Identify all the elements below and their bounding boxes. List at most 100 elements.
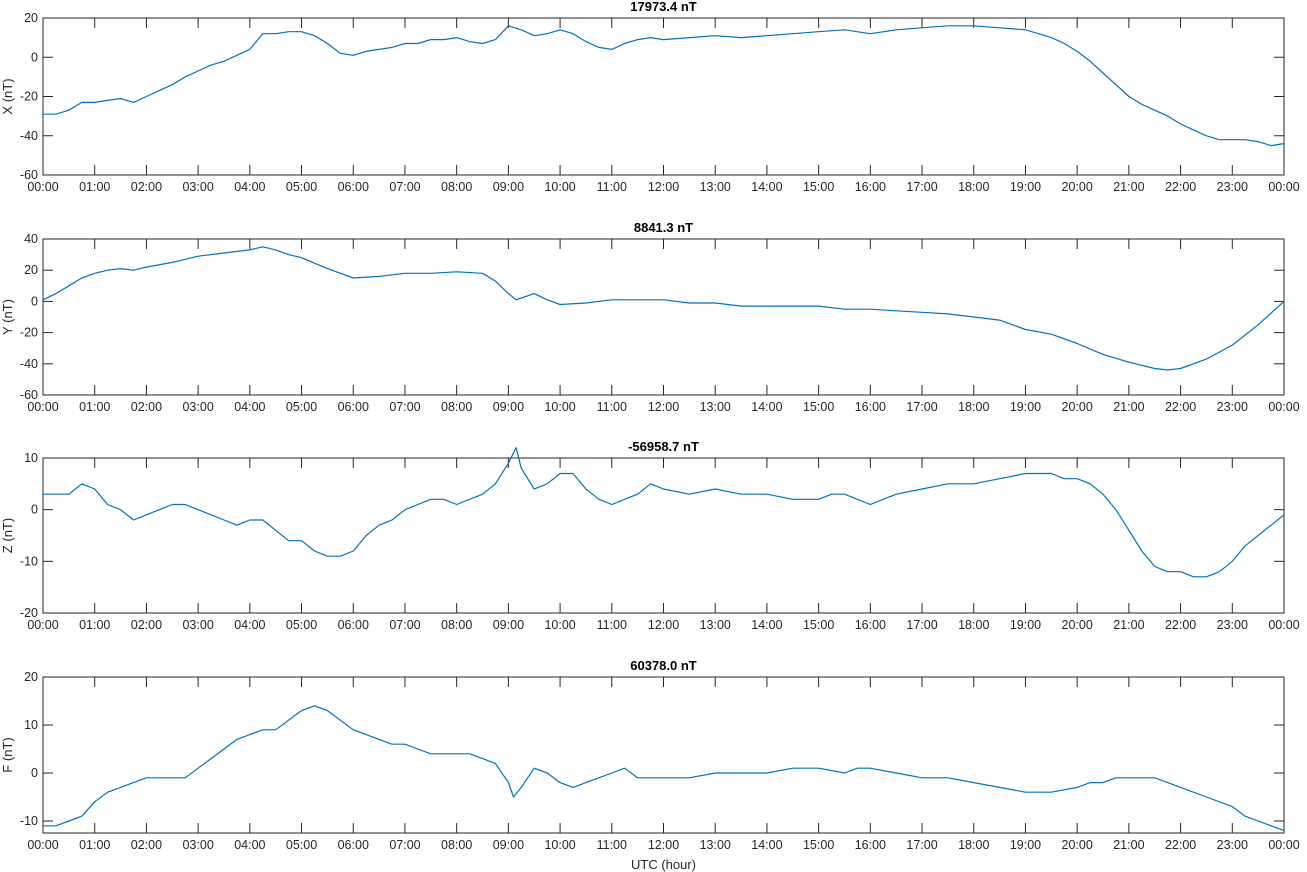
x-tick-label-f: 09:00 bbox=[493, 838, 524, 852]
x-tick-label-z: 18:00 bbox=[958, 618, 989, 632]
x-tick-label-f: 21:00 bbox=[1113, 838, 1144, 852]
x-tick-label-f: 10:00 bbox=[544, 838, 575, 852]
x-tick-label-y: 18:00 bbox=[958, 400, 989, 414]
y-axis-title-y: Y (nT) bbox=[0, 299, 15, 335]
x-tick-label-x: 04:00 bbox=[234, 180, 265, 194]
x-tick-label-z: 07:00 bbox=[389, 618, 420, 632]
x-tick-label-z: 12:00 bbox=[648, 618, 679, 632]
x-tick-label-z: 08:00 bbox=[441, 618, 472, 632]
x-tick-label-z: 00:00 bbox=[27, 618, 58, 632]
x-tick-label-y: 07:00 bbox=[389, 400, 420, 414]
x-tick-label-z: 17:00 bbox=[906, 618, 937, 632]
x-tick-label-z: 09:00 bbox=[493, 618, 524, 632]
axes-box-z bbox=[42, 457, 1285, 614]
x-tick-label-y: 06:00 bbox=[338, 400, 369, 414]
x-tick-label-z: 06:00 bbox=[338, 618, 369, 632]
x-tick-label-x: 00:00 bbox=[1268, 180, 1299, 194]
x-tick-label-z: 21:00 bbox=[1113, 618, 1144, 632]
x-axis-title-f: UTC (hour) bbox=[631, 857, 696, 872]
y-tick-label-y: 0 bbox=[31, 294, 38, 308]
y-tick-label-z: -20 bbox=[20, 606, 38, 620]
y-tick-label-x: -40 bbox=[20, 129, 38, 143]
x-tick-label-f: 16:00 bbox=[855, 838, 886, 852]
y-tick-label-f: -10 bbox=[20, 814, 38, 828]
x-tick-label-x: 19:00 bbox=[1010, 180, 1041, 194]
y-tick-label-x: -60 bbox=[20, 168, 38, 182]
x-tick-label-f: 00:00 bbox=[27, 838, 58, 852]
x-tick-label-z: 20:00 bbox=[1062, 618, 1093, 632]
y-tick-label-f: 10 bbox=[24, 718, 38, 732]
panel-title-y: 8841.3 nT bbox=[634, 220, 693, 235]
x-tick-label-y: 16:00 bbox=[855, 400, 886, 414]
x-tick-label-x: 11:00 bbox=[597, 180, 627, 194]
x-tick-label-f: 11:00 bbox=[597, 838, 627, 852]
x-tick-label-f: 08:00 bbox=[441, 838, 472, 852]
x-tick-label-x: 06:00 bbox=[338, 180, 369, 194]
x-tick-label-f: 23:00 bbox=[1217, 838, 1248, 852]
y-tick-label-x: 20 bbox=[24, 11, 38, 25]
x-tick-label-y: 00:00 bbox=[1268, 400, 1299, 414]
x-tick-label-x: 18:00 bbox=[958, 180, 989, 194]
x-tick-label-z: 19:00 bbox=[1010, 618, 1041, 632]
x-tick-label-x: 21:00 bbox=[1113, 180, 1144, 194]
x-tick-label-y: 10:00 bbox=[544, 400, 575, 414]
x-tick-label-x: 15:00 bbox=[803, 180, 834, 194]
y-tick-label-y: -60 bbox=[20, 388, 38, 402]
x-tick-label-x: 13:00 bbox=[700, 180, 731, 194]
axes-box-y bbox=[42, 238, 1285, 396]
x-tick-label-f: 06:00 bbox=[338, 838, 369, 852]
x-tick-label-f: 01:00 bbox=[79, 838, 110, 852]
x-tick-label-f: 04:00 bbox=[234, 838, 265, 852]
x-tick-label-f: 19:00 bbox=[1010, 838, 1041, 852]
x-tick-label-z: 05:00 bbox=[286, 618, 317, 632]
x-tick-label-z: 04:00 bbox=[234, 618, 265, 632]
x-tick-label-y: 09:00 bbox=[493, 400, 524, 414]
x-tick-label-z: 13:00 bbox=[700, 618, 731, 632]
x-tick-label-y: 22:00 bbox=[1165, 400, 1196, 414]
x-tick-label-f: 05:00 bbox=[286, 838, 317, 852]
x-tick-label-x: 22:00 bbox=[1165, 180, 1196, 194]
x-tick-label-z: 02:00 bbox=[131, 618, 162, 632]
panel-title-z: -56958.7 nT bbox=[628, 439, 699, 454]
x-tick-label-x: 05:00 bbox=[286, 180, 317, 194]
y-tick-label-f: 0 bbox=[31, 766, 38, 780]
x-tick-label-x: 02:00 bbox=[131, 180, 162, 194]
x-tick-label-y: 00:00 bbox=[27, 400, 58, 414]
y-axis-title-z: Z (nT) bbox=[0, 518, 15, 553]
x-tick-label-y: 02:00 bbox=[131, 400, 162, 414]
x-tick-label-x: 23:00 bbox=[1217, 180, 1248, 194]
x-tick-label-f: 17:00 bbox=[906, 838, 937, 852]
x-tick-label-x: 07:00 bbox=[389, 180, 420, 194]
x-tick-label-f: 14:00 bbox=[751, 838, 782, 852]
x-tick-label-y: 14:00 bbox=[751, 400, 782, 414]
x-tick-label-z: 00:00 bbox=[1268, 618, 1299, 632]
x-tick-label-f: 20:00 bbox=[1062, 838, 1093, 852]
x-tick-label-x: 08:00 bbox=[441, 180, 472, 194]
x-tick-label-y: 04:00 bbox=[234, 400, 265, 414]
panel-title-f: 60378.0 nT bbox=[630, 658, 697, 673]
x-tick-label-f: 13:00 bbox=[700, 838, 731, 852]
y-tick-label-f: 20 bbox=[24, 670, 38, 684]
panel-f: 00:00 01:00 02:00 03:00 04:00 05:00 06:00 07:00… bbox=[0, 658, 1300, 872]
y-tick-label-y: -40 bbox=[20, 357, 38, 371]
x-tick-label-y: 11:00 bbox=[597, 400, 627, 414]
y-tick-label-y: -20 bbox=[20, 326, 38, 340]
series-line-f bbox=[43, 705, 1285, 832]
x-tick-label-z: 03:00 bbox=[182, 618, 213, 632]
axes-box-x bbox=[42, 17, 1285, 176]
series-line-x bbox=[43, 25, 1285, 147]
x-tick-label-f: 15:00 bbox=[803, 838, 834, 852]
y-axis-title-x: X (nT) bbox=[0, 78, 15, 114]
x-tick-label-x: 17:00 bbox=[906, 180, 937, 194]
panel-title-x: 17973.4 nT bbox=[630, 0, 697, 14]
y-tick-label-x: 0 bbox=[31, 50, 38, 64]
x-tick-label-z: 15:00 bbox=[803, 618, 834, 632]
x-tick-label-z: 22:00 bbox=[1165, 618, 1196, 632]
x-tick-label-z: 01:00 bbox=[79, 618, 110, 632]
x-tick-label-z: 23:00 bbox=[1217, 618, 1248, 632]
x-tick-label-y: 12:00 bbox=[648, 400, 679, 414]
x-tick-label-x: 10:00 bbox=[544, 180, 575, 194]
x-tick-label-z: 10:00 bbox=[544, 618, 575, 632]
x-tick-label-z: 16:00 bbox=[855, 618, 886, 632]
